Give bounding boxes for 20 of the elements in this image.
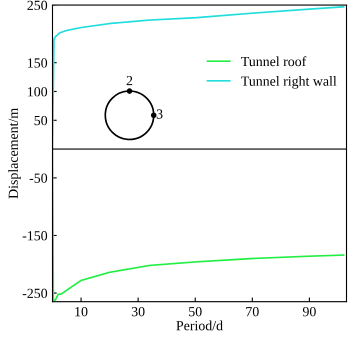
y-tick-label: -150	[22, 231, 48, 240]
y-tick-label: 100	[28, 87, 48, 96]
x-tick-label: 50	[189, 306, 202, 316]
legend-label: Tunnel right wall	[241, 76, 336, 89]
x-tick-label: 70	[246, 306, 259, 316]
y-axis-title: Displacement/m	[8, 108, 21, 199]
y-tick-label: 50	[34, 116, 48, 126]
y-tick-label: 150	[28, 58, 48, 68]
y-tick-label: 250	[27, 0, 48, 10]
line-series	[52, 148, 344, 301]
x-axis-title: Period/d	[176, 320, 223, 330]
x-tick-label: 10	[75, 306, 88, 316]
annotation: 2	[126, 76, 132, 86]
x-tick-label: 90	[302, 306, 316, 316]
annotation: 3	[156, 109, 163, 119]
y-tick-label: -50	[30, 173, 48, 183]
x-tick-label: 30	[132, 306, 145, 316]
y-tick-label: -250	[22, 288, 48, 298]
legend-label: Tunnel roof	[241, 56, 306, 66]
line-series	[52, 6, 344, 150]
